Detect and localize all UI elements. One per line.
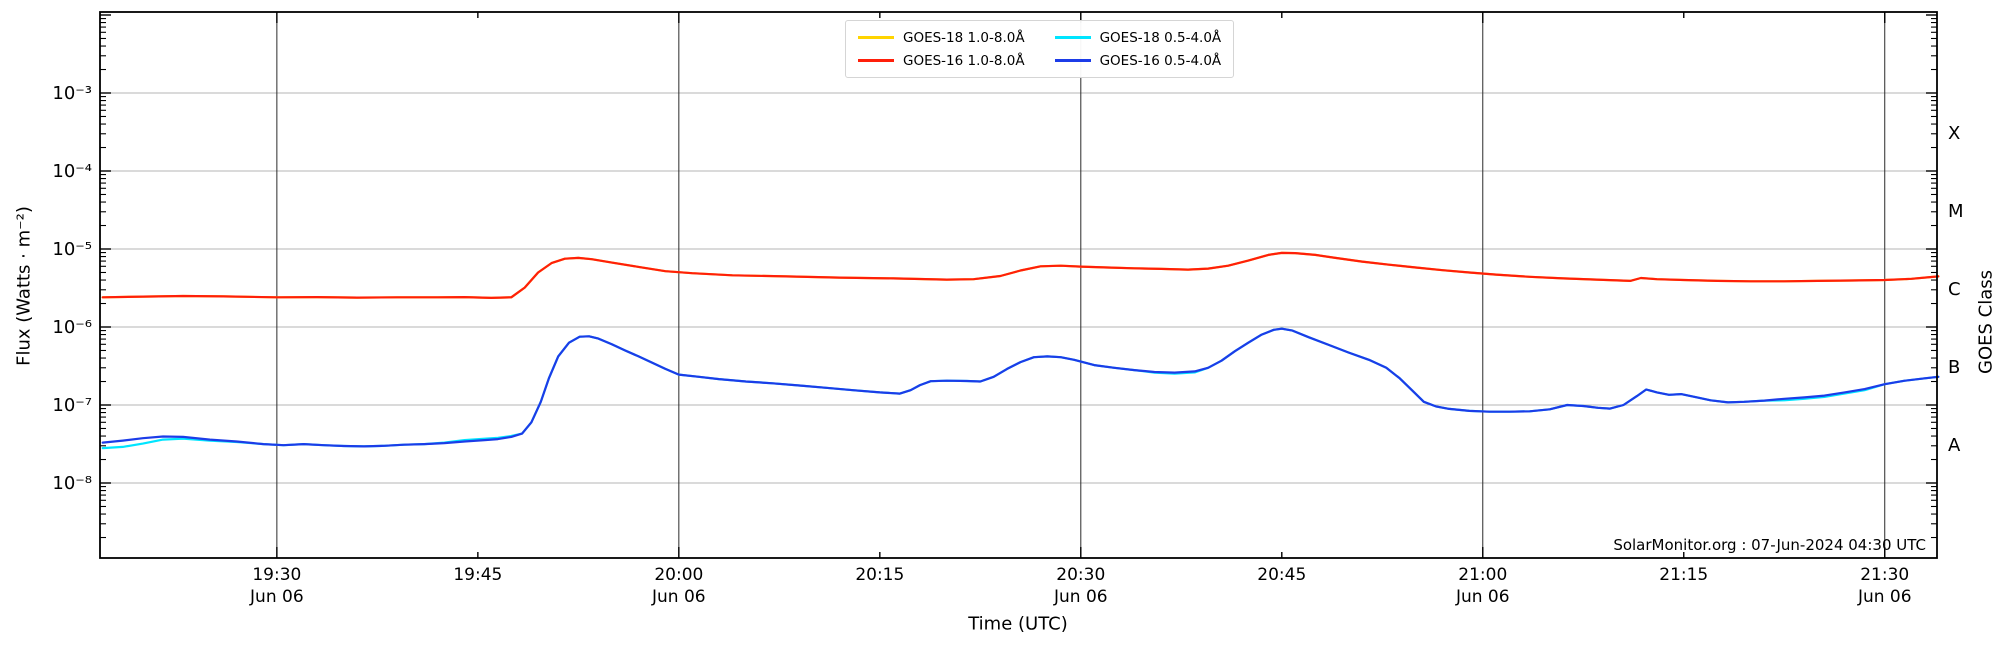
- axis-ticks: [100, 12, 1937, 558]
- legend-item-goes18-short: GOES-18 0.5-4.0Å: [1054, 29, 1222, 46]
- y-axis-title: Flux (Watts · m⁻²): [13, 206, 35, 366]
- legend-item-goes16-long: GOES-16 1.0-8.0Å: [858, 53, 1025, 69]
- legend-label: GOES-18 1.0-8.0Å: [903, 29, 1025, 46]
- x-tick-sublabel: Jun 06: [651, 587, 706, 607]
- x-tick-label: 19:30: [252, 565, 301, 585]
- horizontal-gridlines: [100, 92, 1937, 484]
- x-tick-label: 21:30: [1860, 565, 1909, 585]
- goes-class-label-X: X: [1948, 123, 1960, 144]
- y-tick-label: 10⁻⁶: [52, 317, 92, 338]
- goes18-long-line-swatch: [858, 36, 894, 39]
- x-axis-title: Time (UTC): [968, 613, 1068, 635]
- y-tick-label: 10⁻⁸: [52, 473, 92, 494]
- vertical-gridlines: [276, 12, 1886, 558]
- x-tick-label: 21:15: [1659, 565, 1708, 585]
- x-tick-sublabel: Jun 06: [1857, 587, 1912, 607]
- goes-class-label-A: A: [1948, 435, 1961, 456]
- right-axis-title: GOES Class: [1975, 270, 1997, 374]
- goes-class-letters: X M C B A: [1948, 123, 1964, 456]
- x-tick-sublabel: Jun 06: [1455, 587, 1510, 607]
- goes-class-label-B: B: [1948, 357, 1960, 378]
- x-tick-sublabel: Jun 06: [1053, 587, 1108, 607]
- legend-label: GOES-18 0.5-4.0Å: [1099, 29, 1222, 46]
- legend-label: GOES-16 0.5-4.0Å: [1099, 52, 1222, 69]
- goes18-short-line-swatch: [1054, 36, 1091, 39]
- curve-GOES-16 1.0-8.0Å: [101, 251, 1940, 299]
- legend-item-goes18-long: GOES-18 1.0-8.0Å: [858, 30, 1025, 46]
- goes16-long-line-swatch: [858, 59, 894, 62]
- curve-GOES-16 0.5-4.0Å: [101, 327, 1940, 448]
- x-tick-label: 20:45: [1257, 565, 1306, 585]
- plot-border: [99, 11, 1938, 559]
- legend-item-goes16-short: GOES-16 0.5-4.0Å: [1054, 52, 1222, 69]
- x-tick-label: 21:00: [1458, 565, 1507, 585]
- y-tick-label: 10⁻⁷: [52, 395, 92, 416]
- y-tick-label: 10⁻⁴: [52, 161, 92, 182]
- x-tick-sublabel: Jun 06: [249, 587, 304, 607]
- x-tick-label: 20:15: [855, 565, 904, 585]
- x-tick-label: 20:00: [654, 565, 703, 585]
- x-tick-label: 20:30: [1056, 565, 1105, 585]
- goes-class-label-M: M: [1948, 201, 1964, 222]
- flux-curves: [101, 251, 1940, 450]
- legend: GOES-18 1.0-8.0Å GOES-16 1.0-8.0Å GOES-1…: [845, 20, 1235, 78]
- y-tick-label: 10⁻³: [52, 83, 92, 104]
- goes16-short-line-swatch: [1054, 59, 1091, 62]
- legend-label: GOES-16 1.0-8.0Å: [903, 52, 1025, 69]
- curve-GOES-18 1.0-8.0Å: [101, 251, 1940, 299]
- solarmonitor-watermark: SolarMonitor.org : 07-Jun-2024 04:30 UTC: [1613, 536, 1926, 554]
- curve-GOES-18 0.5-4.0Å: [101, 327, 1940, 450]
- x-tick-label: 19:45: [453, 565, 502, 585]
- y-tick-label: 10⁻⁵: [52, 239, 92, 260]
- goes-class-label-C: C: [1948, 279, 1961, 300]
